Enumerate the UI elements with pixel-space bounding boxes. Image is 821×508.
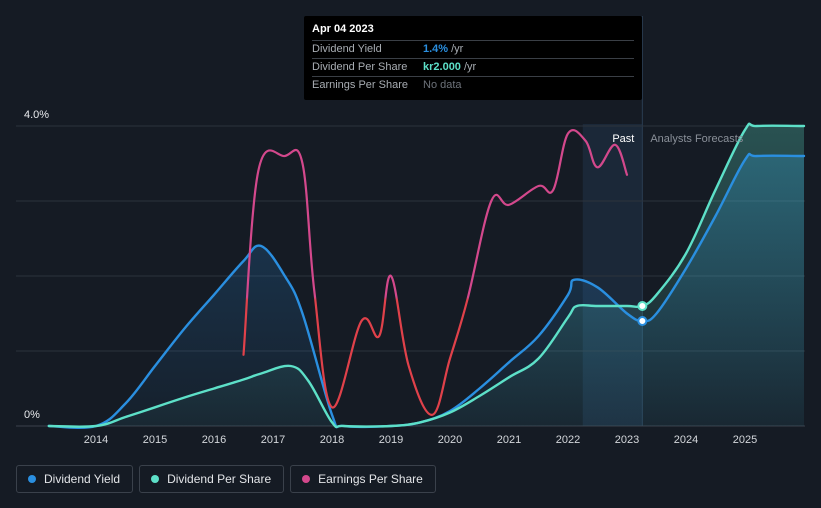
x-tick-label: 2025 [733, 434, 757, 446]
y-tick-label: 0% [24, 409, 40, 421]
tooltip-label: Earnings Per Share [312, 79, 408, 91]
legend-dot-icon [28, 475, 36, 483]
forecast-label: Analysts Forecasts [650, 133, 743, 145]
legend-dot-icon [302, 475, 311, 483]
x-tick-label: 2019 [379, 434, 403, 446]
tooltip-label: Dividend Per Share [312, 61, 408, 73]
tooltip-row-earnings-per-share: Earnings Per Share No data [312, 76, 634, 94]
legend-item-earnings-per-share[interactable]: Earnings Per Share [290, 465, 436, 493]
x-tick-label: 2015 [143, 434, 167, 446]
earnings-per-share-line [242, 129, 629, 416]
x-tick-label: 2023 [615, 434, 639, 446]
tooltip-unit: /yr [463, 61, 477, 73]
chart-legend: Dividend Yield Dividend Per Share Earnin… [16, 465, 436, 493]
chart-areas [48, 123, 805, 428]
legend-label: Dividend Per Share [167, 472, 272, 486]
x-tick-label: 2014 [84, 434, 108, 446]
dividend-per-share-marker [637, 301, 648, 311]
legend-dot-icon [151, 475, 160, 483]
chart-lines [47, 122, 806, 430]
x-tick-label: 2020 [438, 434, 462, 446]
tooltip-label: Dividend Yield [312, 43, 382, 55]
legend-label: Dividend Yield [44, 472, 121, 486]
x-axis: 2014 2015 2016 2017 2018 2019 2020 2021 2022 2023… [84, 434, 757, 446]
region-labels: Past Analysts Forecasts [612, 133, 743, 145]
past-label: Past [612, 133, 634, 145]
chart-markers [637, 301, 648, 326]
x-tick-label: 2024 [674, 434, 698, 446]
y-tick-label: 4.0% [24, 109, 49, 121]
x-tick-label: 2021 [497, 434, 521, 446]
tooltip-value: 1.4% [423, 43, 449, 55]
x-tick-label: 2016 [202, 434, 226, 446]
tooltip-row-dividend-per-share: Dividend Per Share kr2.000 /yr [312, 58, 634, 76]
dividend-per-share-line [47, 122, 806, 429]
legend-item-dividend-per-share[interactable]: Dividend Per Share [139, 465, 285, 493]
dividend-per-share-area [48, 123, 805, 427]
tooltip-unit: /yr [451, 43, 464, 55]
legend-item-dividend-yield[interactable]: Dividend Yield [16, 465, 134, 493]
tooltip-row-dividend-yield: Dividend Yield 1.4% /yr [312, 40, 634, 58]
tooltip-value: kr2.000 [423, 61, 461, 73]
x-tick-label: 2018 [320, 434, 344, 446]
x-tick-label: 2017 [261, 434, 285, 446]
y-axis: 4.0% 0% [24, 109, 49, 421]
legend-label: Earnings Per Share [318, 472, 423, 486]
tooltip-date: Apr 04 2023 [312, 23, 374, 35]
chart-tooltip: Apr 04 2023 Dividend Yield 1.4% /yr Divi… [304, 16, 642, 100]
x-tick-label: 2022 [556, 434, 580, 446]
dividend-yield-marker [637, 316, 648, 326]
tooltip-value: No data [423, 79, 462, 91]
